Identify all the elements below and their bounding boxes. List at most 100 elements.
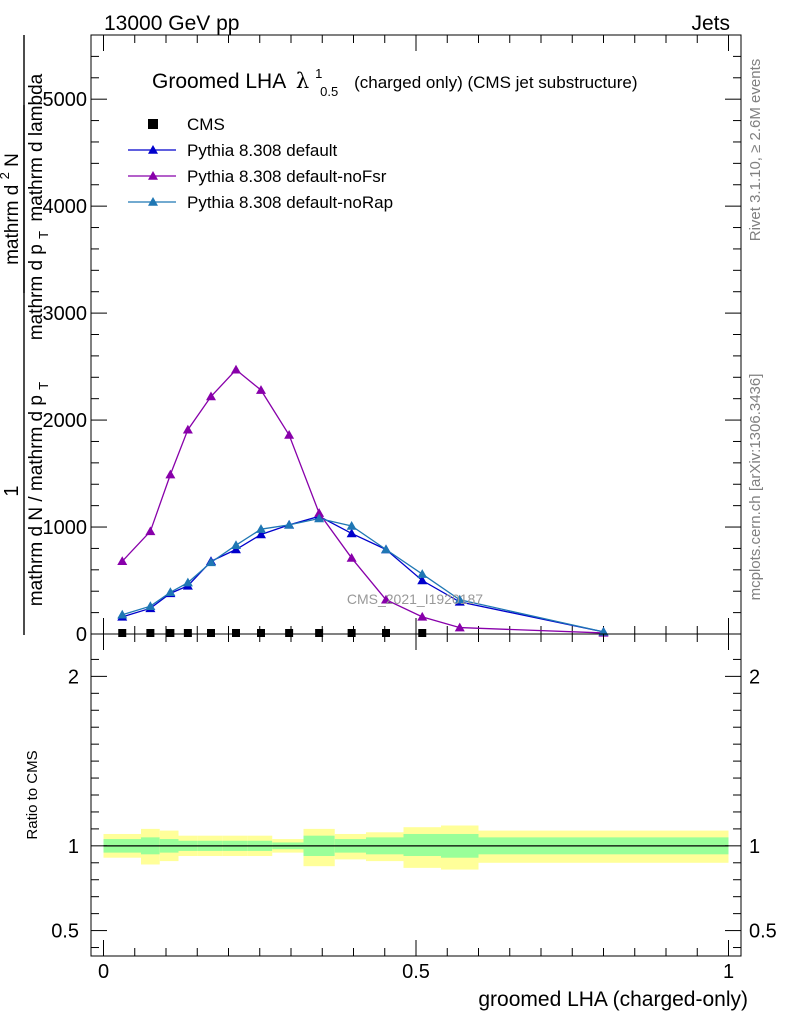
plot-title: Groomed LHA λ 1 0.5 (charged only) (CMS … [152, 60, 638, 101]
ratio-y-tick-label: 1 [68, 836, 79, 858]
data-point [314, 508, 325, 517]
ylabel-inner-denominator-a: mathrm d p [26, 244, 47, 340]
data-point [382, 629, 390, 637]
legend-item: CMS [148, 115, 225, 134]
legend-marker [148, 145, 158, 154]
main-y-tick-label: 3000 [43, 303, 88, 325]
legend-label: CMS [187, 115, 225, 134]
ratio-uncertainty-bands [103, 825, 729, 870]
legend-item: Pythia 8.308 default-noFsr [128, 167, 387, 186]
main-y-tick-label: 5000 [43, 89, 88, 111]
data-point [146, 629, 155, 637]
data-point [232, 629, 240, 637]
main-y-tick-label: 2000 [43, 410, 88, 432]
ratio-y-tick-label: 0.5 [51, 921, 79, 943]
header-category-label: Jets [691, 12, 730, 35]
data-point [183, 629, 192, 637]
data-point [346, 520, 357, 530]
plot-title-sub: 0.5 [320, 84, 338, 99]
data-point [206, 557, 216, 567]
header-collision-label: 13000 GeV pp [104, 12, 239, 35]
data-point [346, 528, 357, 538]
ylabel-outer-denominator: mathrm d N / mathrm d p T [26, 382, 51, 606]
ratio-plot-panel: 0.5 0.51 12 2 0 0.5 1 [51, 633, 777, 983]
data-point [145, 526, 156, 536]
x-tick-label: 0 [98, 961, 109, 983]
data-point [454, 594, 465, 604]
ylabel-inner-numerator-tail: N [2, 153, 23, 167]
main-y-ticks: 0 1000 2000 3000 4000 5000 [43, 34, 741, 646]
ratio-y-tick-label-right: 2 [749, 666, 760, 688]
data-point [117, 609, 128, 619]
legend-label: Pythia 8.308 default [187, 141, 338, 160]
ylabel-outer-denominator-text: mathrm d N / mathrm d p [26, 395, 47, 606]
data-point [165, 587, 176, 597]
data-point [182, 577, 193, 587]
ratio-y-axis-label: Ratio to CMS [24, 750, 41, 839]
ratio-plot-frame [90, 633, 742, 957]
data-point [418, 629, 427, 637]
ylabel-inner-numerator-text: mathrm d [2, 185, 23, 265]
plot-title-main: Groomed LHA [152, 70, 286, 93]
data-point [285, 629, 294, 637]
data-point [417, 575, 428, 585]
data-point [256, 529, 266, 539]
mcplots-source-label: mcplots.cern.ch [arXiv:1306.3436] [747, 374, 764, 601]
ratio-x-ticks: 0 0.5 1 [98, 634, 734, 983]
main-y-tick-label: 0 [76, 624, 87, 646]
data-point [381, 544, 391, 554]
data-point [284, 430, 295, 439]
legend-marker [148, 119, 158, 129]
ylabel-outer-numerator: 1 [1, 485, 23, 496]
data-point [315, 629, 324, 637]
series-pythia-8-308-default-norap [117, 513, 609, 636]
data-point [256, 524, 266, 533]
data-point [165, 469, 176, 479]
legend-item: Pythia 8.308 default-noRap [128, 193, 393, 212]
legend-marker [148, 197, 158, 206]
data-point [284, 519, 295, 529]
data-point [118, 629, 127, 637]
series-cms [118, 629, 427, 637]
ylabel-inner-denominator-b: mathrm d lambda [26, 73, 47, 221]
data-point [231, 364, 241, 374]
data-point [182, 424, 193, 434]
ratio-y-ticks: 0.5 0.5 1 1 2 2 [51, 658, 777, 949]
legend-label: Pythia 8.308 default-noRap [187, 193, 393, 212]
x-axis-label: groomed LHA (charged-only) [478, 988, 748, 1011]
data-point [598, 626, 609, 636]
ratio-stat-band [403, 833, 441, 857]
data-point [381, 594, 391, 604]
data-point [256, 385, 266, 394]
x-tick-label: 1 [723, 961, 734, 983]
ratio-y-tick-label: 2 [68, 666, 79, 688]
data-point [314, 513, 325, 523]
data-point [257, 629, 265, 637]
data-point [417, 611, 428, 621]
data-point [166, 629, 175, 637]
plot-title-symbol: λ [296, 69, 309, 93]
legend: CMS Pythia 8.308 default Pythia 8.308 defa… [128, 115, 393, 212]
ratio-y-tick-label-right: 0.5 [749, 921, 777, 943]
ylabel-inner-denominator-a-sub: T [36, 231, 51, 239]
data-point [417, 569, 428, 578]
legend-label: Pythia 8.308 default-noFsr [187, 167, 387, 186]
main-y-tick-label: 4000 [43, 196, 88, 218]
legend-item: Pythia 8.308 default [128, 141, 338, 160]
ylabel-inner-denominator: mathrm d p T mathrm d lambda [26, 73, 53, 340]
series-line [122, 515, 604, 633]
ratio-y-tick-label-right: 1 [749, 836, 760, 858]
series-line [122, 517, 604, 633]
legend-marker [148, 171, 158, 180]
data-point [207, 629, 215, 637]
analysis-watermark: CMS_2021_I1920187 [347, 591, 483, 607]
data-point [117, 556, 128, 566]
plot-title-sup: 1 [315, 66, 322, 81]
ylabel-inner-numerator: mathrm d 2 N [0, 153, 23, 265]
data-point [454, 622, 465, 632]
x-tick-label: 0.5 [402, 961, 430, 983]
data-point [145, 601, 156, 610]
rivet-version-label: Rivet 3.1.10, ≥ 2.6M events [747, 59, 764, 242]
